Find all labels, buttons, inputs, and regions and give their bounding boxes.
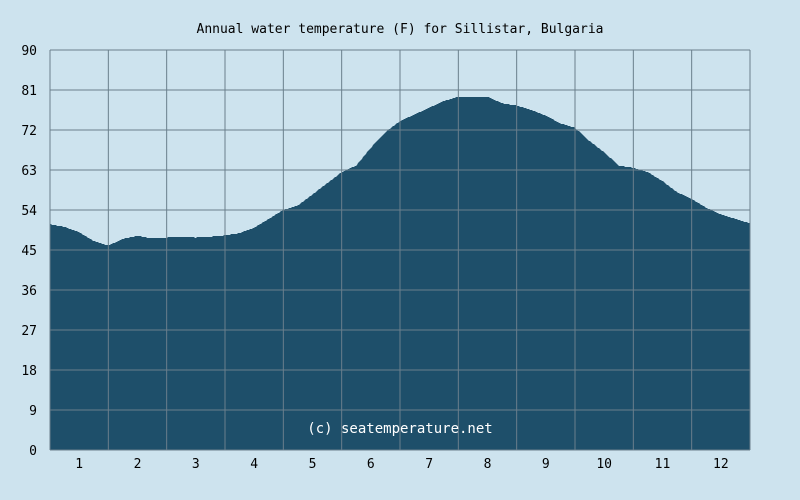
x-tick-label: 8	[484, 457, 492, 472]
y-tick-label: 45	[21, 244, 37, 259]
y-tick-label: 72	[21, 124, 37, 139]
x-tick-label: 4	[250, 457, 258, 472]
y-tick-label: 18	[21, 364, 37, 379]
x-tick-label: 5	[309, 457, 317, 472]
x-tick-label: 6	[367, 457, 375, 472]
y-tick-label: 9	[29, 404, 37, 419]
x-tick-label: 7	[425, 457, 433, 472]
x-tick-label: 1	[75, 457, 83, 472]
y-tick-label: 90	[21, 44, 37, 59]
y-tick-label: 0	[29, 444, 37, 459]
y-tick-label: 27	[21, 324, 37, 339]
x-tick-label: 2	[134, 457, 142, 472]
x-tick-label: 3	[192, 457, 200, 472]
y-tick-label: 81	[21, 84, 37, 99]
x-tick-label: 9	[542, 457, 550, 472]
y-tick-label: 54	[21, 204, 37, 219]
x-tick-label: 11	[655, 457, 671, 472]
y-tick-label: 63	[21, 164, 37, 179]
watermark-text: (c) seatemperature.net	[307, 421, 492, 437]
y-tick-label: 36	[21, 284, 37, 299]
x-tick-label: 12	[713, 457, 729, 472]
x-tick-label: 10	[596, 457, 612, 472]
chart-title: Annual water temperature (F) for Sillist…	[197, 22, 604, 37]
